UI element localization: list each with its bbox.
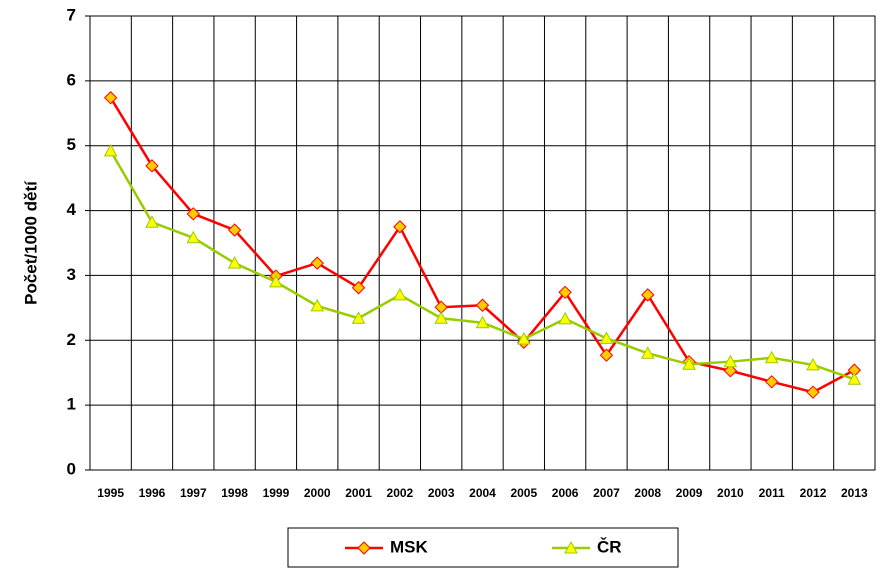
- data-point: [640, 346, 655, 359]
- data-point: [103, 143, 118, 157]
- y-axis-label: Počet/1000 dětí: [21, 180, 40, 305]
- x-tick-label: 2013: [841, 486, 868, 500]
- data-point: [806, 357, 820, 371]
- x-tick-label: 2001: [345, 486, 372, 500]
- data-point: [434, 311, 449, 324]
- data-point: [806, 385, 820, 399]
- data-point: [351, 281, 366, 295]
- legend-label: ČR: [597, 537, 622, 556]
- data-point: [351, 311, 366, 324]
- x-tick-label: 1997: [180, 486, 207, 500]
- data-point: [310, 256, 324, 270]
- x-tick-label: 2005: [510, 486, 537, 500]
- data-point: [558, 285, 572, 299]
- data-point: [723, 364, 738, 378]
- legend-label: MSK: [390, 537, 429, 556]
- data-point: [764, 350, 779, 364]
- data-point: [599, 348, 614, 362]
- data-point: [227, 223, 242, 237]
- legend-marker: [357, 541, 371, 555]
- data-point: [641, 288, 655, 302]
- data-point: [310, 298, 325, 312]
- data-point: [145, 215, 159, 228]
- data-point: [847, 372, 862, 385]
- data-point: [393, 287, 407, 301]
- y-tick-label: 2: [67, 330, 76, 349]
- data-point: [186, 230, 201, 244]
- y-tick-label: 3: [67, 265, 76, 284]
- plot-area: [89, 15, 876, 471]
- data-point: [227, 256, 242, 269]
- x-tick-label: 2000: [304, 486, 331, 500]
- x-tick-label: 2003: [428, 486, 455, 500]
- data-point: [393, 220, 407, 234]
- x-tick-label: 2007: [593, 486, 620, 500]
- data-point: [475, 298, 490, 312]
- legend-marker: [564, 540, 578, 554]
- y-tick-label: 6: [67, 70, 76, 89]
- y-tick-label: 0: [67, 459, 76, 478]
- x-tick-label: 2002: [387, 486, 414, 500]
- data-point: [475, 315, 490, 329]
- data-point: [103, 91, 118, 105]
- x-tick-label: 1995: [97, 486, 124, 500]
- data-point: [186, 207, 200, 221]
- data-point: [682, 357, 696, 370]
- y-tick-label: 7: [67, 5, 76, 24]
- data-point: [599, 331, 614, 344]
- data-point: [723, 354, 738, 368]
- x-tick-label: 2010: [717, 486, 744, 500]
- x-tick-label: 2008: [634, 486, 661, 500]
- x-tick-label: 2011: [759, 486, 785, 500]
- x-tick-label: 2012: [800, 486, 827, 500]
- x-tick-label: 2009: [676, 486, 703, 500]
- data-point: [558, 311, 572, 325]
- x-tick-label: 1999: [263, 486, 290, 500]
- data-point: [269, 274, 283, 288]
- data-point: [516, 331, 531, 345]
- y-tick-label: 5: [67, 135, 76, 154]
- x-tick-label: 1996: [139, 486, 166, 500]
- data-point: [765, 375, 779, 389]
- x-tick-label: 2006: [552, 486, 579, 500]
- data-point: [145, 159, 159, 173]
- x-tick-label: 2004: [469, 486, 496, 500]
- y-tick-label: 4: [67, 200, 77, 219]
- y-tick-label: 1: [67, 395, 76, 414]
- x-tick-label: 1998: [221, 486, 248, 500]
